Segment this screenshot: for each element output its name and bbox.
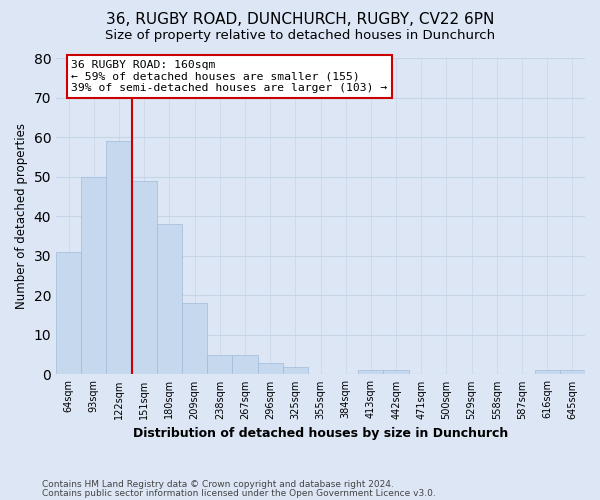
Bar (81, 176, 106, 374)
X-axis label: Distribution of detached houses by size in Dunchurch: Distribution of detached houses by size … (133, 427, 508, 440)
Bar (283, 366, 308, 374)
Text: Size of property relative to detached houses in Dunchurch: Size of property relative to detached ho… (105, 29, 495, 42)
Bar (157, 224, 182, 374)
Bar (182, 303, 207, 374)
Bar (358, 370, 383, 374)
Bar (535, 370, 560, 374)
Y-axis label: Number of detached properties: Number of detached properties (15, 123, 28, 309)
Bar (560, 370, 585, 374)
Bar (207, 354, 232, 374)
Bar (383, 370, 409, 374)
Text: Contains public sector information licensed under the Open Government Licence v3: Contains public sector information licen… (42, 488, 436, 498)
Bar (106, 141, 131, 374)
Text: Contains HM Land Registry data © Crown copyright and database right 2024.: Contains HM Land Registry data © Crown c… (42, 480, 394, 489)
Text: 36, RUGBY ROAD, DUNCHURCH, RUGBY, CV22 6PN: 36, RUGBY ROAD, DUNCHURCH, RUGBY, CV22 6… (106, 12, 494, 28)
Bar (56, 252, 81, 374)
Bar (232, 354, 257, 374)
Bar (257, 362, 283, 374)
Text: 36 RUGBY ROAD: 160sqm
← 59% of detached houses are smaller (155)
39% of semi-det: 36 RUGBY ROAD: 160sqm ← 59% of detached … (71, 60, 388, 93)
Bar (131, 180, 157, 374)
